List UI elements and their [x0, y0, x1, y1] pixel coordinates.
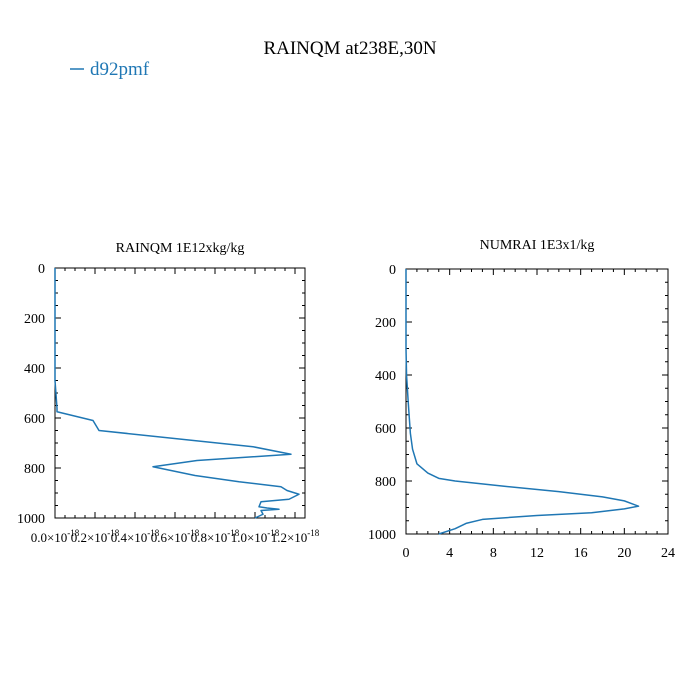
rainqm-xtick-label: 1.0×10-18	[231, 528, 280, 545]
legend: d92pmf	[70, 59, 150, 80]
rainqm-series-line-d92pmf	[54, 268, 300, 519]
numrai-ytick-label: 1000	[368, 528, 396, 543]
rainqm-ytick-label: 400	[24, 362, 45, 377]
chart-panel-numrai: NUMRAI 1E3x1/kg 0 200 400 600 800 1000 0 4 8 12 16 2…	[368, 238, 675, 561]
rainqm-xtick-label: 0.8×10-18	[191, 528, 240, 545]
numrai-ytick-label: 0	[389, 263, 396, 278]
rainqm-ytick-label: 0	[38, 262, 45, 277]
numrai-xtick-label: 0	[403, 546, 410, 561]
rainqm-ytick-label: 800	[24, 462, 45, 477]
rainqm-ytick-label: 600	[24, 412, 45, 427]
numrai-xtick-label: 16	[574, 546, 588, 561]
numrai-xtick-label: 4	[446, 546, 453, 561]
rainqm-plot-frame	[54, 267, 306, 519]
legend-label-d92pmf: d92pmf	[90, 59, 150, 80]
numrai-panel-title: NUMRAI 1E3x1/kg	[480, 238, 595, 253]
rainqm-xtick-label: 0.0×10-18	[31, 528, 80, 545]
numrai-ytick-label: 200	[375, 316, 396, 331]
numrai-ytick-label: 600	[375, 422, 396, 437]
numrai-xtick-label: 24	[661, 546, 675, 561]
rainqm-panel-title: RAINQM 1E12xkg/kg	[116, 241, 245, 256]
rainqm-ytick-label: 1000	[17, 512, 45, 527]
numrai-ytick-label: 400	[375, 369, 396, 384]
rainqm-xtick-label: 0.6×10-18	[151, 528, 200, 545]
figure-title: RAINQM at238E,30N	[263, 38, 436, 59]
chart-panel-rainqm: RAINQM 1E12xkg/kg 0 200 400 600 800 10000.0×10…	[17, 241, 320, 545]
numrai-xtick-label: 20	[617, 546, 631, 561]
rainqm-ytick-label: 200	[24, 312, 45, 327]
rainqm-xtick-label: 0.2×10-18	[71, 528, 120, 545]
numrai-series-line-d92pmf	[405, 269, 640, 535]
numrai-xtick-label: 12	[530, 546, 544, 561]
rainqm-xtick-label: 1.2×10-18	[271, 528, 320, 545]
numrai-xtick-label: 8	[490, 546, 497, 561]
numrai-ytick-label: 800	[375, 475, 396, 490]
rainqm-xtick-label: 0.4×10-18	[111, 528, 160, 545]
numrai-plot-frame	[405, 268, 669, 535]
